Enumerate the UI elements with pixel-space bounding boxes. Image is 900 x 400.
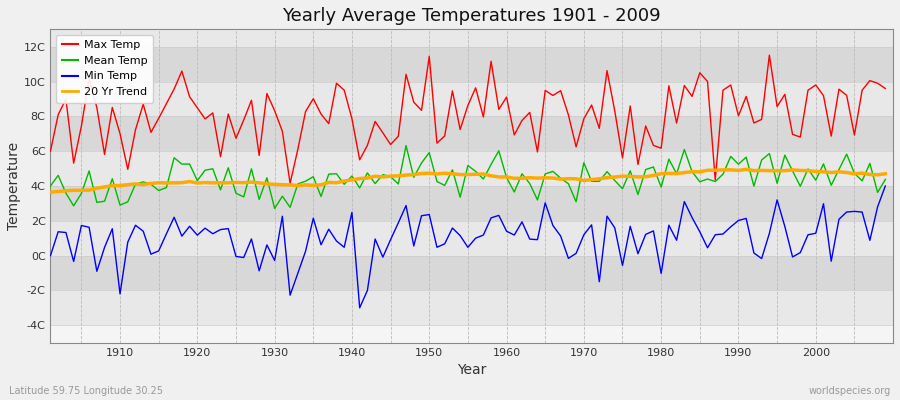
Bar xyxy=(50,151,893,186)
Bar xyxy=(50,290,893,325)
X-axis label: Year: Year xyxy=(457,363,486,377)
Legend: Max Temp, Mean Temp, Min Temp, 20 Yr Trend: Max Temp, Mean Temp, Min Temp, 20 Yr Tre… xyxy=(56,35,153,103)
Text: worldspecies.org: worldspecies.org xyxy=(809,386,891,396)
Bar xyxy=(50,82,893,116)
Bar xyxy=(50,256,893,290)
Bar xyxy=(50,221,893,256)
Bar xyxy=(50,186,893,221)
Y-axis label: Temperature: Temperature xyxy=(7,142,21,230)
Title: Yearly Average Temperatures 1901 - 2009: Yearly Average Temperatures 1901 - 2009 xyxy=(283,7,662,25)
Bar xyxy=(50,12,893,47)
Text: Latitude 59.75 Longitude 30.25: Latitude 59.75 Longitude 30.25 xyxy=(9,386,163,396)
Bar xyxy=(50,116,893,151)
Bar xyxy=(50,47,893,82)
